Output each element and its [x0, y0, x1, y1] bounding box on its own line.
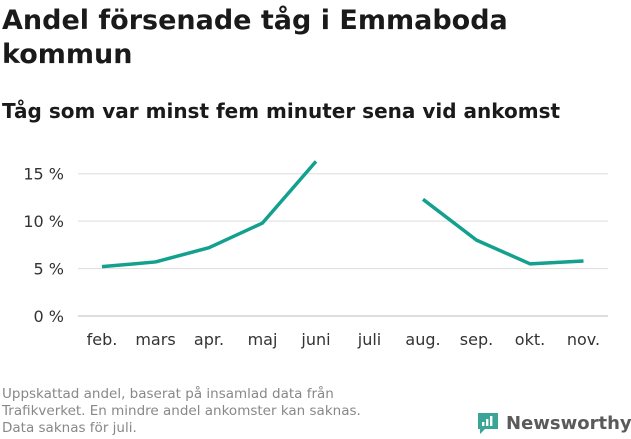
chart-subtitle: Tåg som var minst fem minuter sena vid a… [2, 99, 561, 123]
y-tick-label: 15 % [23, 165, 64, 184]
x-tick-label: sep. [460, 330, 493, 349]
x-tick-label: maj [248, 330, 278, 349]
x-tick-label: okt. [515, 330, 545, 349]
footnote: Uppskattad andel, baserat på insamlad da… [2, 386, 432, 437]
y-tick-label: 0 % [34, 307, 64, 326]
chart-title: Andel försenade tåg i Emmaboda kommun [2, 5, 508, 70]
line-chart: 0 % 5 % 10 % 15 % feb. mars apr. maj juni juli au… [23, 160, 608, 349]
gridlines [78, 173, 608, 317]
x-tick-label: juli [357, 330, 381, 349]
footnote-line: Trafikverket. En mindre andel ankomster … [2, 403, 361, 419]
data-series [101, 160, 584, 269]
x-tick-label: apr. [194, 330, 224, 349]
y-axis-tick-labels: 0 % 5 % 10 % 15 % [23, 165, 64, 326]
x-tick-label: nov. [567, 330, 600, 349]
series-line [421, 197, 584, 266]
footnote-line: Data saknas för juli. [2, 420, 137, 436]
x-axis-tick-labels: feb. mars apr. maj juni juli aug. sep. okt. nov. [87, 330, 600, 349]
x-tick-label: aug. [405, 330, 440, 349]
footnote-line: Uppskattad andel, baserat på insamlad da… [2, 386, 334, 402]
x-tick-label: feb. [87, 330, 118, 349]
y-tick-label: 5 % [34, 260, 64, 279]
brand-logo: Newsworthy [476, 409, 631, 437]
x-tick-label: juni [300, 330, 330, 349]
series-line [101, 160, 318, 269]
newsworthy-logo-icon [478, 413, 498, 434]
y-tick-label: 10 % [23, 212, 64, 231]
x-tick-label: mars [135, 330, 175, 349]
brand-name: Newsworthy [506, 412, 631, 434]
